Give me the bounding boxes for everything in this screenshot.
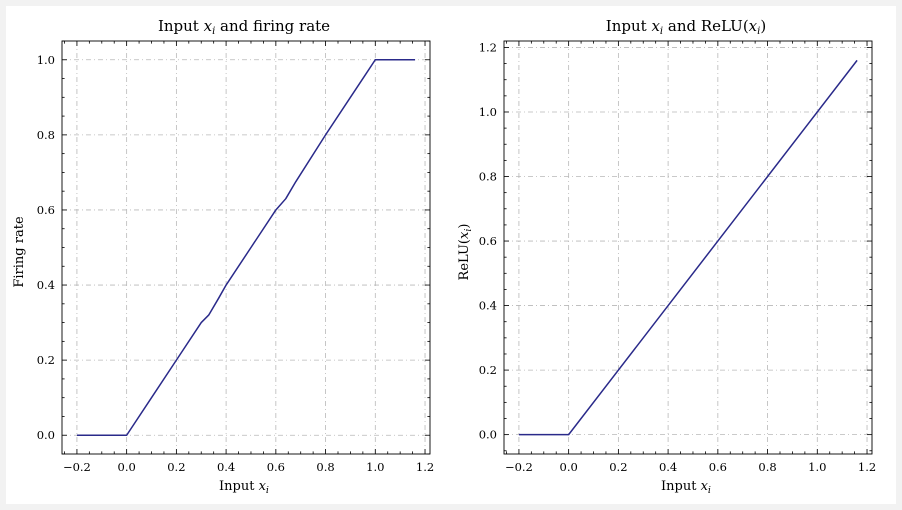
left-x-axis-label: Input xi xyxy=(219,479,269,496)
right-x-tick-label-3: 0.4 xyxy=(659,460,677,474)
right-y-tick-label-6: 1.2 xyxy=(479,40,497,54)
right-chart: Input xi and ReLU(xi) Input xi ReLU(xi) … xyxy=(457,17,876,496)
figure: Input xi and firing rate Input xi Firing… xyxy=(6,6,896,504)
left-x-tick-label-7: 1.2 xyxy=(416,460,434,474)
right-x-tick-label-5: 0.8 xyxy=(758,460,776,474)
left-y-tick-label-1: 0.2 xyxy=(37,353,55,367)
right-chart-title: Input xi and ReLU(xi) xyxy=(606,17,766,37)
right-y-tick-label-5: 1.0 xyxy=(479,105,497,119)
right-plot-frame xyxy=(503,40,873,455)
left-chart-title: Input xi and firing rate xyxy=(158,17,330,37)
left-x-tick-label-0: −0.2 xyxy=(63,460,91,474)
left-y-tick-label-0: 0.0 xyxy=(37,428,55,442)
right-x-tick-label-2: 0.2 xyxy=(609,460,627,474)
right-y-tick-label-0: 0.0 xyxy=(479,428,497,442)
right-y-tick-label-4: 0.8 xyxy=(479,170,497,184)
right-x-tick-label-6: 1.0 xyxy=(808,460,826,474)
right-y-axis-label: ReLU(xi) xyxy=(457,224,474,281)
left-x-tick-label-2: 0.2 xyxy=(167,460,185,474)
right-x-tick-label-4: 0.6 xyxy=(709,460,727,474)
left-axis-ticks xyxy=(62,40,430,455)
left-x-tick-label-3: 0.4 xyxy=(217,460,235,474)
left-y-tick-label-3: 0.6 xyxy=(37,203,55,217)
left-series-line-0 xyxy=(76,59,416,436)
left-chart: Input xi and firing rate Input xi Firing… xyxy=(12,17,434,496)
right-axis-ticks xyxy=(504,41,872,454)
right-y-tick-label-3: 0.6 xyxy=(479,234,497,248)
left-y-tick-label-4: 0.8 xyxy=(37,128,55,142)
left-plot-frame xyxy=(61,40,431,455)
left-y-tick-label-5: 1.0 xyxy=(37,53,55,67)
left-y-axis-label: Firing rate xyxy=(12,216,27,288)
left-x-tick-label-1: 0.0 xyxy=(118,460,136,474)
left-x-tick-label-5: 0.8 xyxy=(316,460,334,474)
right-x-axis-label: Input xi xyxy=(661,479,711,496)
right-y-tick-label-1: 0.2 xyxy=(479,363,497,377)
chart-figure: Input xi and firing rate Input xi Firing… xyxy=(12,17,876,496)
right-x-tick-label-1: 0.0 xyxy=(560,460,578,474)
right-series-line-0 xyxy=(518,59,858,436)
left-x-tick-label-6: 1.0 xyxy=(366,460,384,474)
right-grid xyxy=(504,41,872,454)
right-y-tick-label-2: 0.4 xyxy=(479,299,497,313)
left-y-tick-label-2: 0.4 xyxy=(37,278,55,292)
right-x-tick-label-0: −0.2 xyxy=(505,460,533,474)
left-grid xyxy=(62,41,430,454)
right-x-tick-label-7: 1.2 xyxy=(858,460,876,474)
left-x-tick-label-4: 0.6 xyxy=(267,460,285,474)
